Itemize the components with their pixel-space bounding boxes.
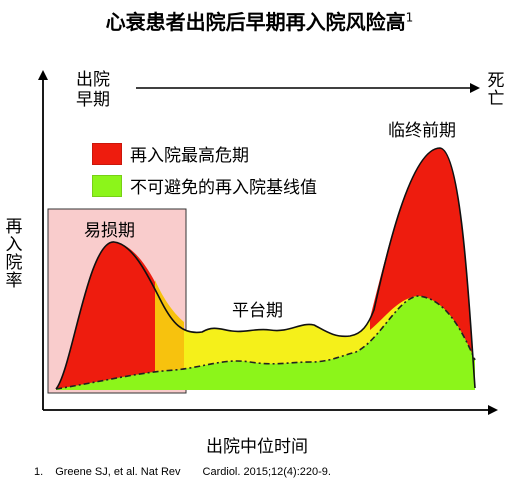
readmission-curve: [55, 147, 476, 390]
title-text: 心衰患者出院后早期再入院风险高: [105, 10, 406, 34]
phase-label-terminal: 临终前期: [388, 121, 456, 141]
legend-item-baseline: 不可避免的再入院基线值: [92, 173, 317, 198]
x-axis-label: 出院中位时间: [206, 437, 308, 457]
reference-text-a: Greene SJ, et al. Nat Rev: [55, 466, 181, 478]
legend-label-baseline: 不可避免的再入院基线值: [130, 178, 317, 198]
y-axis-label: 再入院率: [5, 217, 23, 291]
title-footnote-mark: 1: [405, 10, 414, 25]
legend-label-highrisk: 再入院最高危期: [130, 146, 249, 166]
terminal-highrisk-area: [370, 148, 475, 388]
unavoidable-baseline-area: [56, 296, 475, 390]
reference-text-b: Cardiol. 2015;12(4):220-9.: [202, 466, 331, 478]
phase-label-plateau: 平台期: [232, 301, 283, 321]
timeline-start-label: 出院早期: [76, 70, 110, 110]
vulnerable-highrisk-area: [56, 241, 155, 389]
timeline-end-label: 死亡: [487, 71, 505, 109]
baseline-curve: [55, 295, 476, 390]
legend-item-highrisk: 再入院最高危期: [92, 141, 249, 166]
reference-number: 1.: [34, 466, 44, 478]
reference-line: 1. Greene SJ, et al. Nat Rev Cardiol. 2015…: [34, 466, 331, 478]
phase-label-vulnerable: 易损期: [84, 221, 135, 241]
figure-title: 心衰患者出院后早期再入院风险高1: [0, 6, 519, 35]
legend-swatch-green: [92, 174, 122, 197]
legend-swatch-red: [92, 142, 122, 165]
